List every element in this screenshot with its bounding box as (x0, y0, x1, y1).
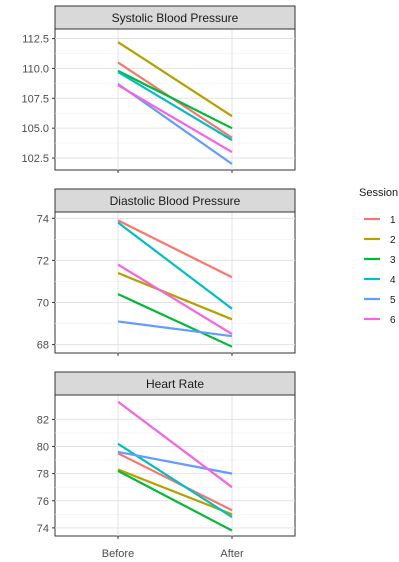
series-line-session-5 (117, 320, 233, 338)
y-tick-label: 107.5 (21, 93, 49, 105)
series-line-session-2 (117, 272, 233, 321)
y-tick-label: 74 (37, 213, 49, 225)
y-tick-label: 112.5 (22, 34, 49, 46)
series-line-session-2 (117, 41, 233, 118)
legend-label-session-3: 3 (390, 255, 396, 266)
panel-y-ticks: 102.5 105.0 107.5 110.0 112.5 (21, 34, 233, 173)
x-axis: Before After (102, 548, 244, 560)
y-tick-label: 80 (37, 442, 49, 454)
panel-strip (54, 188, 296, 213)
y-tick-label: 68 (37, 340, 49, 352)
legend-title: Session (359, 187, 398, 199)
series-line-session-6 (117, 263, 233, 335)
series-line-session-3 (117, 469, 233, 532)
panel-gridlines (55, 395, 295, 536)
panel-y-ticks: 68 70 72 74 (37, 213, 233, 356)
series-line-session-5 (117, 450, 233, 475)
y-tick-label: 82 (37, 414, 49, 426)
series-line-session-3 (117, 293, 233, 348)
y-tick-label: 70 (37, 297, 49, 309)
series-line-session-6 (117, 84, 233, 154)
y-tick-label: 74 (37, 523, 49, 535)
series-line-session-4 (117, 71, 233, 142)
series-line-session-3 (117, 69, 233, 130)
panel-series-lines (117, 219, 233, 348)
series-line-session-1 (117, 219, 233, 279)
legend-label-session-2: 2 (390, 235, 396, 246)
series-line-session-6 (117, 400, 233, 489)
series-line-session-1 (117, 452, 233, 512)
panel-series-lines (117, 400, 233, 532)
panel-plot-background (54, 211, 296, 354)
x-tick-label: Before (102, 548, 134, 560)
panel-gridlines (55, 212, 295, 353)
y-tick-label: 110.0 (22, 63, 49, 75)
panel-systolic: 102.5 105.0 107.5 110.0 112.5 Systolic Blood… (21, 5, 296, 173)
series-line-session-2 (117, 468, 233, 516)
panel-strip (54, 371, 296, 396)
series-line-session-4 (117, 221, 233, 310)
y-tick-label: 72 (37, 255, 49, 267)
y-tick-label: 76 (37, 496, 49, 508)
panel-title: Diastolic Blood Pressure (110, 194, 241, 208)
legend-label-session-1: 1 (390, 215, 396, 226)
legend-label-session-6: 6 (390, 315, 396, 326)
panel-series-lines (117, 41, 233, 165)
panel-strip (54, 5, 296, 30)
x-tick-label: After (220, 548, 244, 560)
legend-label-session-4: 4 (390, 275, 396, 286)
y-tick-label: 78 (37, 469, 49, 481)
panel-plot-background (54, 394, 296, 537)
y-tick-label: 102.5 (21, 153, 49, 165)
panel-diastolic: 68 70 72 74 Diastolic Blood Pressure (37, 188, 296, 356)
panel-gridlines (55, 29, 295, 170)
legend: Session 1 2 3 4 5 6 (359, 187, 398, 326)
panel-title: Heart Rate (146, 377, 204, 391)
panel-y-ticks: 74 76 78 80 82 (37, 414, 233, 539)
panel-heart-rate: 74 76 78 80 82 Heart Rate (37, 371, 296, 539)
panel-title: Systolic Blood Pressure (112, 11, 239, 25)
legend-label-session-5: 5 (390, 295, 396, 306)
y-tick-label: 105.0 (21, 123, 49, 135)
